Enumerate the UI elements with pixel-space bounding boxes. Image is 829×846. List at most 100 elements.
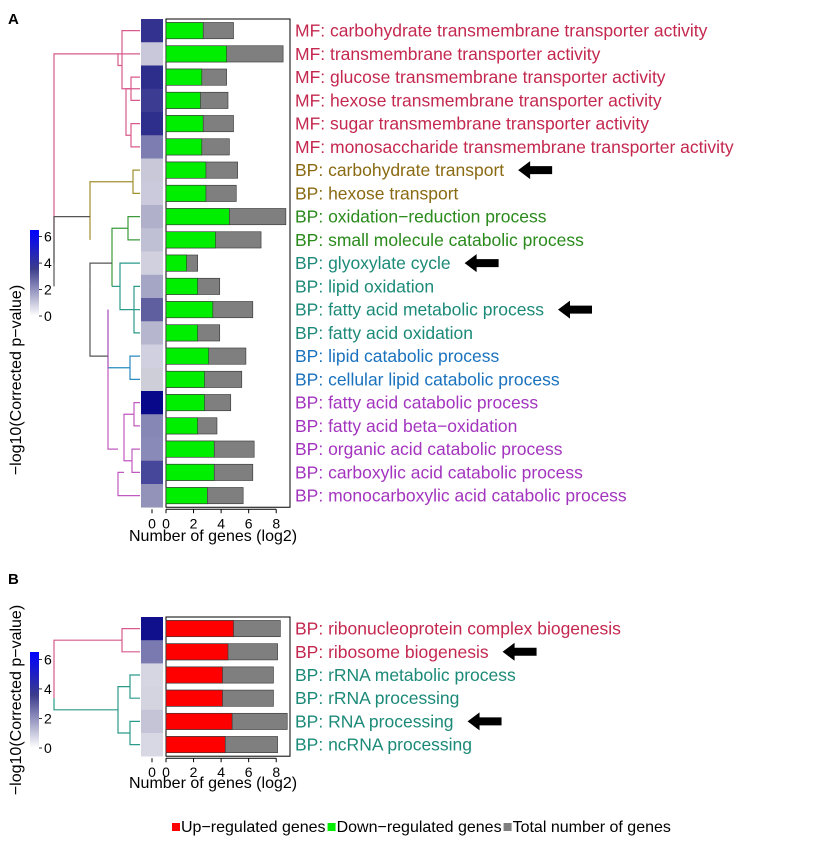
dendrogram-branch <box>107 309 130 369</box>
heat-cell <box>141 733 163 757</box>
dendrogram-branch <box>107 309 118 450</box>
heat-cell <box>141 19 163 43</box>
legend-label: Total number of genes <box>513 819 671 836</box>
colorbar-gradient <box>30 652 39 748</box>
down-bar <box>165 68 203 86</box>
down-bar <box>165 22 204 40</box>
down-bar <box>165 45 227 63</box>
term-label: BP: ribonucleoprotein complex biogenesis <box>295 619 621 639</box>
dendrogram-branch <box>89 181 133 240</box>
colorbar-b: 0 2 4 6 −log10(Corrected p−value) <box>8 605 52 795</box>
up-bar <box>165 736 226 754</box>
term-label: MF: sugar transmembrane transporter acti… <box>295 114 649 134</box>
heat-cell <box>141 709 163 734</box>
colorbar-a: 0 2 4 6 −log10(Corrected p−value) <box>8 229 52 476</box>
term-label: MF: hexose transmembrane transporter act… <box>295 90 662 110</box>
heat-cell <box>141 65 163 90</box>
up-bar <box>165 689 223 707</box>
up-bar <box>165 712 233 730</box>
term-label: BP: ribosome biogenesis <box>295 642 489 662</box>
arrows-b <box>467 642 537 731</box>
term-label: BP: hexose transport <box>295 183 459 203</box>
x-axis-b: 0 2 4 6 8 0 <box>148 757 280 780</box>
dendrogram-branch <box>131 448 140 473</box>
dendrogram-branch <box>125 88 131 136</box>
down-bar <box>165 394 205 412</box>
colorbar-title: −log10(Corrected p−value) <box>8 285 25 475</box>
term-label: MF: glucose transmembrane transporter ac… <box>295 67 666 87</box>
dendrogram-branch <box>89 262 112 287</box>
heatmap-column-a <box>141 19 163 508</box>
dendrogram-branch <box>127 216 140 241</box>
arrows-a <box>464 161 592 319</box>
term-label: BP: lipid oxidation <box>295 276 434 296</box>
heat-cell <box>141 274 163 299</box>
dendrogram-b <box>53 628 140 746</box>
term-label: BP: ncRNA processing <box>295 735 472 755</box>
colorbar-gradient <box>30 230 39 316</box>
arrow-icon <box>467 712 502 731</box>
legend: Up−regulated genes Down−regulated genes To… <box>172 819 671 836</box>
term-label: BP: organic acid catabolic process <box>295 439 563 459</box>
dendrogram-branch <box>117 686 130 734</box>
colorbar-tick-label: 4 <box>44 255 52 271</box>
term-label: BP: carbohydrate transport <box>295 160 504 180</box>
colorbar-tick-label: 2 <box>44 710 52 726</box>
legend-swatch <box>327 823 336 831</box>
dendrogram-branch <box>129 720 140 746</box>
x-tick-label: 2 <box>190 764 198 780</box>
x-tick-label: 4 <box>217 515 225 531</box>
colorbar-tick-label: 0 <box>44 308 52 324</box>
colorbar-tick-label: 6 <box>44 229 52 245</box>
legend-swatch <box>172 823 180 831</box>
arrow-icon <box>558 300 592 319</box>
term-label: BP: fatty acid metabolic process <box>295 300 544 320</box>
term-label: BP: monocarboxylic acid catabolic proces… <box>295 486 627 506</box>
heat-cell <box>141 663 163 687</box>
dendrogram-branch <box>111 227 128 287</box>
down-bar <box>165 184 207 202</box>
down-bar <box>165 91 201 109</box>
down-bar <box>165 417 198 435</box>
dendrogram-branch <box>53 53 118 240</box>
heat-cell <box>141 42 163 66</box>
down-bar <box>165 370 205 388</box>
down-bar <box>165 463 215 481</box>
heat-cell <box>141 251 163 276</box>
term-label: BP: rRNA processing <box>295 688 459 708</box>
dendrogram-branch <box>53 639 122 699</box>
dendrogram-branch <box>53 216 90 264</box>
up-bar <box>165 620 234 638</box>
term-label: BP: small molecule catabolic process <box>295 230 584 250</box>
dendrogram-a <box>53 30 140 497</box>
x-tick-label: 8 <box>272 515 280 531</box>
x-tick-label: 0 <box>162 764 170 780</box>
term-label: BP: carboxylic acid catabolic process <box>295 462 583 482</box>
down-bar <box>165 115 204 133</box>
dendrogram-branch <box>117 471 140 497</box>
term-label: MF: carbohydrate transmembrane transport… <box>295 21 708 41</box>
down-bar <box>165 161 207 179</box>
arrow-icon <box>502 642 537 661</box>
dendrogram-branch <box>130 123 140 148</box>
bars-a <box>165 18 291 508</box>
heat-cell <box>141 158 163 183</box>
heat-cell <box>141 135 163 159</box>
term-label: BP: fatty acid catabolic process <box>295 393 538 413</box>
panel-b: B 0 2 4 6 −log10(Corrected p−value) BP: ribo… <box>8 571 621 795</box>
down-bar <box>165 277 198 295</box>
dendrogram-branch <box>89 286 108 357</box>
heat-cell <box>141 437 163 462</box>
x-tick-label: 6 <box>245 764 253 780</box>
arrow-icon <box>464 254 499 273</box>
colorbar-tick-label: 0 <box>44 740 52 756</box>
heat-tick-label: 0 <box>148 515 156 531</box>
up-bar <box>165 666 223 684</box>
heat-cell <box>141 344 163 369</box>
colorbar-tick-label: 4 <box>44 681 52 697</box>
heat-tick-label: 0 <box>148 764 156 780</box>
heat-cell <box>141 205 163 229</box>
dendrogram-branch <box>132 169 140 194</box>
arrow-icon <box>518 161 553 180</box>
